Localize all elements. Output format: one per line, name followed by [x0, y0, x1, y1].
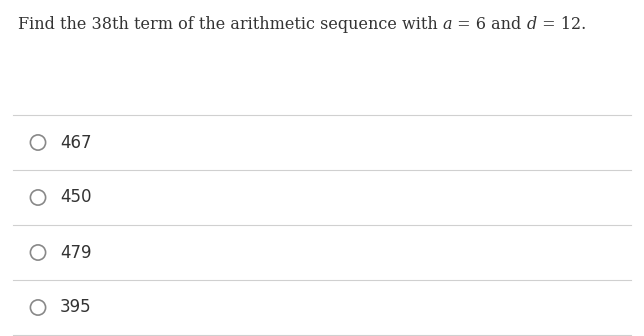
- Text: Find the 38th term of the arithmetic sequence with: Find the 38th term of the arithmetic seq…: [18, 16, 443, 33]
- Text: d: d: [527, 16, 537, 33]
- Point: [33, 195, 43, 200]
- Text: = 12.: = 12.: [537, 16, 586, 33]
- Point: [33, 250, 43, 255]
- Text: 450: 450: [60, 188, 91, 207]
- Text: 395: 395: [60, 298, 91, 317]
- Point: [33, 140, 43, 145]
- Text: a: a: [443, 16, 452, 33]
- Text: 467: 467: [60, 133, 91, 152]
- Point: [33, 305, 43, 310]
- Text: 479: 479: [60, 244, 91, 261]
- Text: = 6 and: = 6 and: [452, 16, 527, 33]
